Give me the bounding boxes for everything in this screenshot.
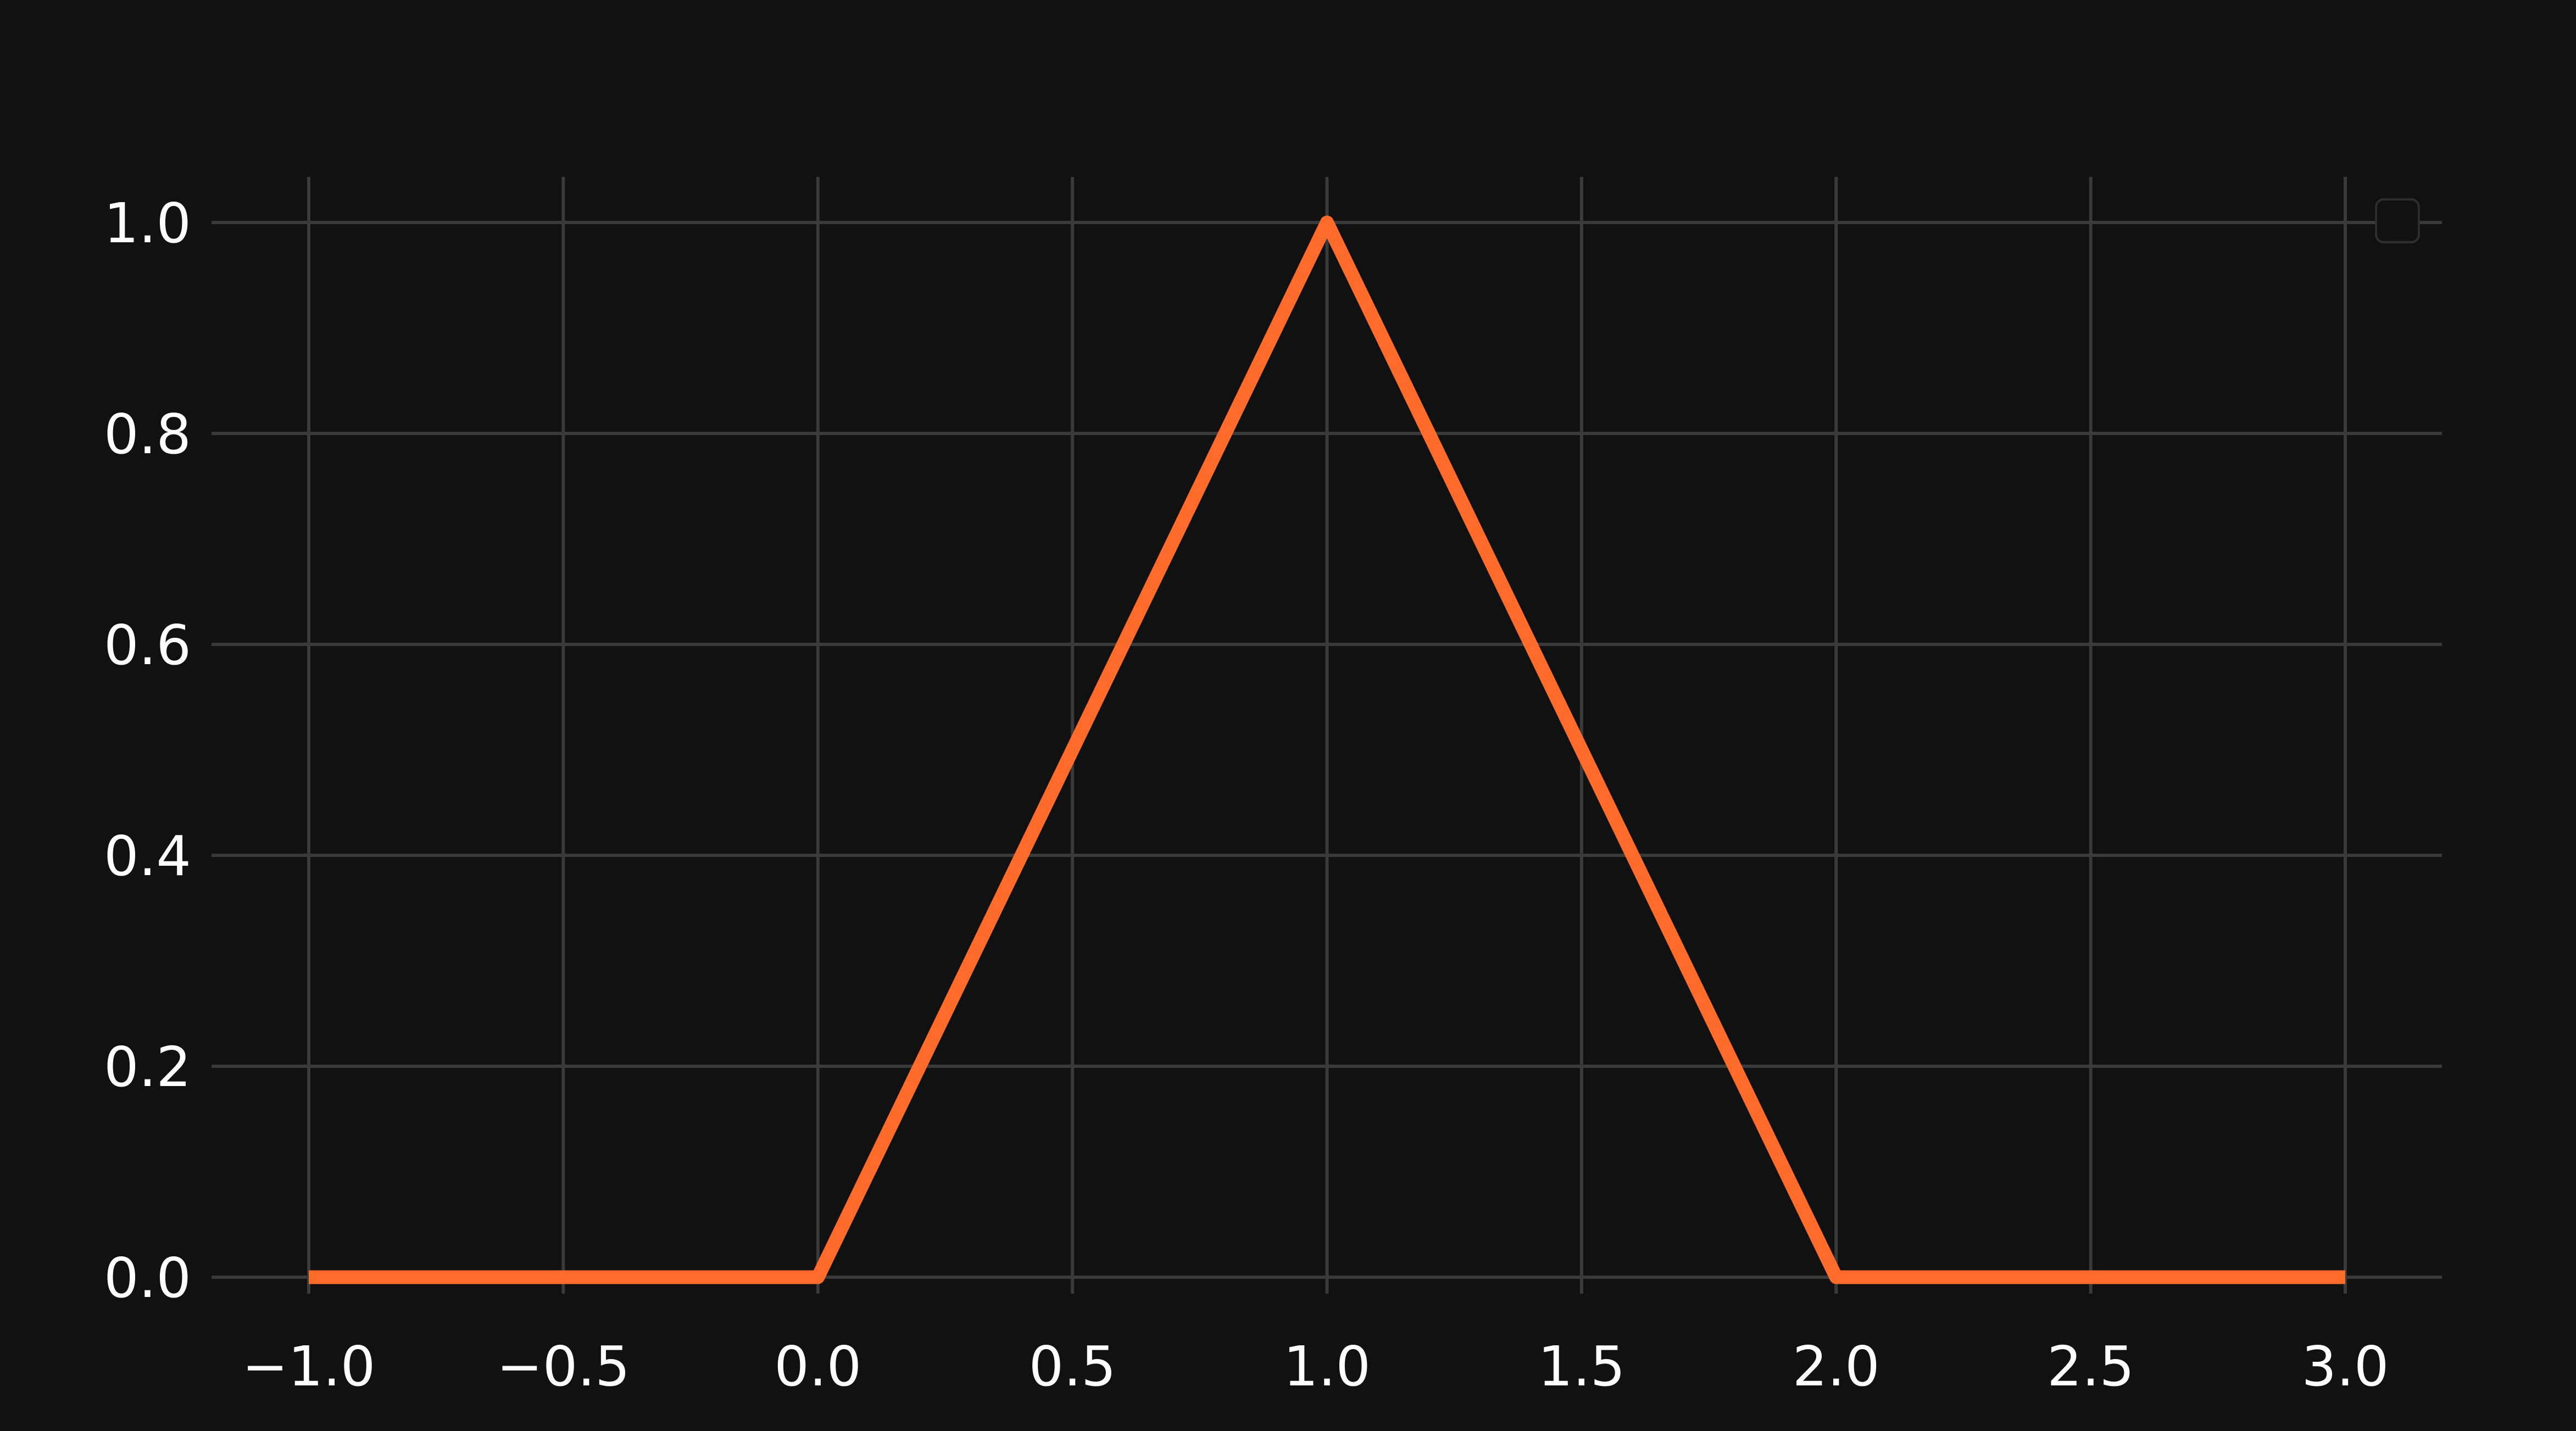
y-tick-label: 0.2 <box>104 1035 191 1099</box>
y-tick-label: 0.0 <box>104 1246 191 1310</box>
x-tick-label: 2.5 <box>2047 1334 2134 1399</box>
x-axis: −1.0 −0.5 0.0 0.5 1.0 1.5 2.0 2.5 3.0 <box>242 1334 2389 1399</box>
x-tick-label: 1.0 <box>1283 1334 1371 1399</box>
y-axis: 0.0 0.2 0.4 0.6 0.8 1.0 <box>104 191 191 1310</box>
y-tick-label: 0.6 <box>104 613 191 677</box>
y-tick-label: 0.4 <box>104 824 191 888</box>
x-tick-label: 1.5 <box>1538 1334 1625 1399</box>
y-tick-label: 1.0 <box>104 191 191 255</box>
series-layer <box>308 215 2346 1284</box>
x-tick-label: −0.5 <box>497 1334 630 1399</box>
x-tick-label: 3.0 <box>2301 1334 2389 1399</box>
x-tick-label: 0.5 <box>1029 1334 1116 1399</box>
x-tick-label: 2.0 <box>1793 1334 1880 1399</box>
legend-box <box>2375 198 2420 243</box>
y-tick-label: 0.8 <box>104 402 191 466</box>
x-tick-label: 0.0 <box>774 1334 861 1399</box>
x-tick-label: −1.0 <box>242 1334 376 1399</box>
